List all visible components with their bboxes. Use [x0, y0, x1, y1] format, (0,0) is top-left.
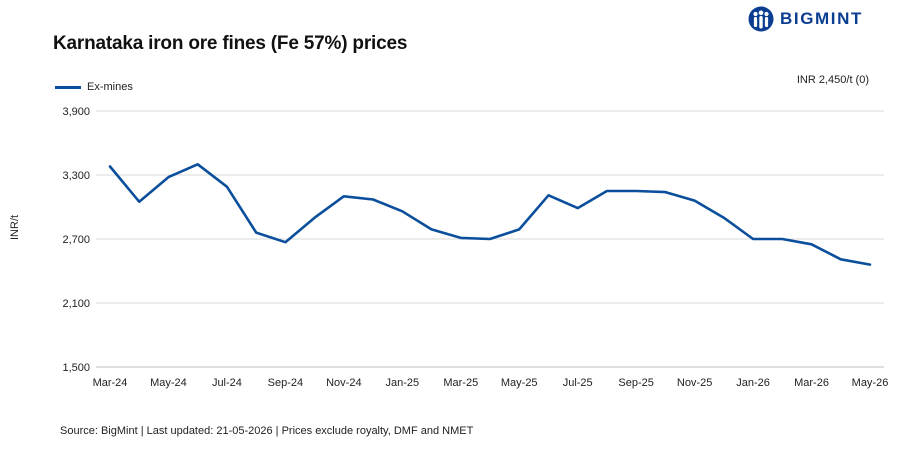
data-point: [781, 238, 784, 241]
x-tick-label: Jan-25: [385, 377, 419, 389]
data-point: [459, 237, 462, 240]
y-tick-label: 2,700: [62, 234, 90, 246]
legend-swatch: [55, 85, 81, 89]
data-point: [284, 241, 287, 244]
x-tick-label: Mar-25: [443, 377, 478, 389]
data-point: [196, 163, 199, 166]
data-point: [372, 198, 375, 201]
x-tick-label: Nov-25: [677, 377, 712, 389]
legend-label: Ex-mines: [87, 81, 133, 93]
series-lines: [108, 163, 872, 266]
x-tick-label: May-25: [501, 377, 538, 389]
y-tick-label: 3,300: [62, 170, 90, 182]
x-tick-label: Mar-24: [93, 377, 128, 389]
x-tick-label: Sep-24: [268, 377, 303, 389]
data-point: [752, 238, 755, 241]
brand-name: BIGMINT: [780, 9, 863, 28]
y-tick-label: 1,500: [62, 362, 90, 374]
data-point: [839, 258, 842, 261]
x-tick-label: May-24: [150, 377, 187, 389]
y-tick-label: 3,900: [62, 106, 90, 118]
data-point: [576, 207, 579, 210]
data-point: [167, 176, 170, 179]
data-point: [723, 216, 726, 219]
series-line-ex-mines: [108, 163, 872, 266]
x-tick-label: Mar-26: [794, 377, 829, 389]
data-point: [138, 200, 141, 203]
bigmint-people-icon: [748, 6, 774, 32]
data-point: [313, 216, 316, 219]
data-point: [664, 191, 667, 194]
x-tick-label: Jan-26: [736, 377, 770, 389]
chart-title: Karnataka iron ore fines (Fe 57%) prices: [53, 33, 408, 54]
data-point: [869, 263, 872, 266]
data-point: [255, 231, 258, 234]
latest-price-annotation: INR 2,450/t (0): [796, 74, 869, 86]
data-point: [547, 194, 550, 197]
x-tick-label: Nov-24: [326, 377, 361, 389]
source-note: Source: BigMint | Last updated: 21-05-20…: [60, 425, 474, 437]
data-point: [810, 243, 813, 246]
x-tick-label: Jul-25: [563, 377, 593, 389]
x-tick-label: Sep-25: [618, 377, 653, 389]
data-point: [489, 238, 492, 241]
data-point: [109, 165, 112, 168]
y-tick-labels: 3,900 3,300 2,700 2,100 1,500: [62, 106, 90, 374]
data-point: [430, 228, 433, 231]
x-tick-labels: Mar-24 May-24 Jul-24 Sep-24 Nov-24 Jan-25 Mar-…: [93, 377, 889, 389]
data-point: [693, 199, 696, 202]
brand-logo: BIGMINT: [748, 6, 863, 32]
x-tick-label: Jul-24: [212, 377, 242, 389]
data-point: [606, 190, 609, 193]
y-tick-label: 2,100: [62, 298, 90, 310]
legend: Ex-mines: [55, 81, 133, 93]
x-tick-label: May-26: [852, 377, 889, 389]
data-point: [518, 228, 521, 231]
data-point: [226, 185, 229, 188]
data-point: [343, 195, 346, 198]
data-point: [401, 210, 404, 213]
data-point: [635, 190, 638, 193]
